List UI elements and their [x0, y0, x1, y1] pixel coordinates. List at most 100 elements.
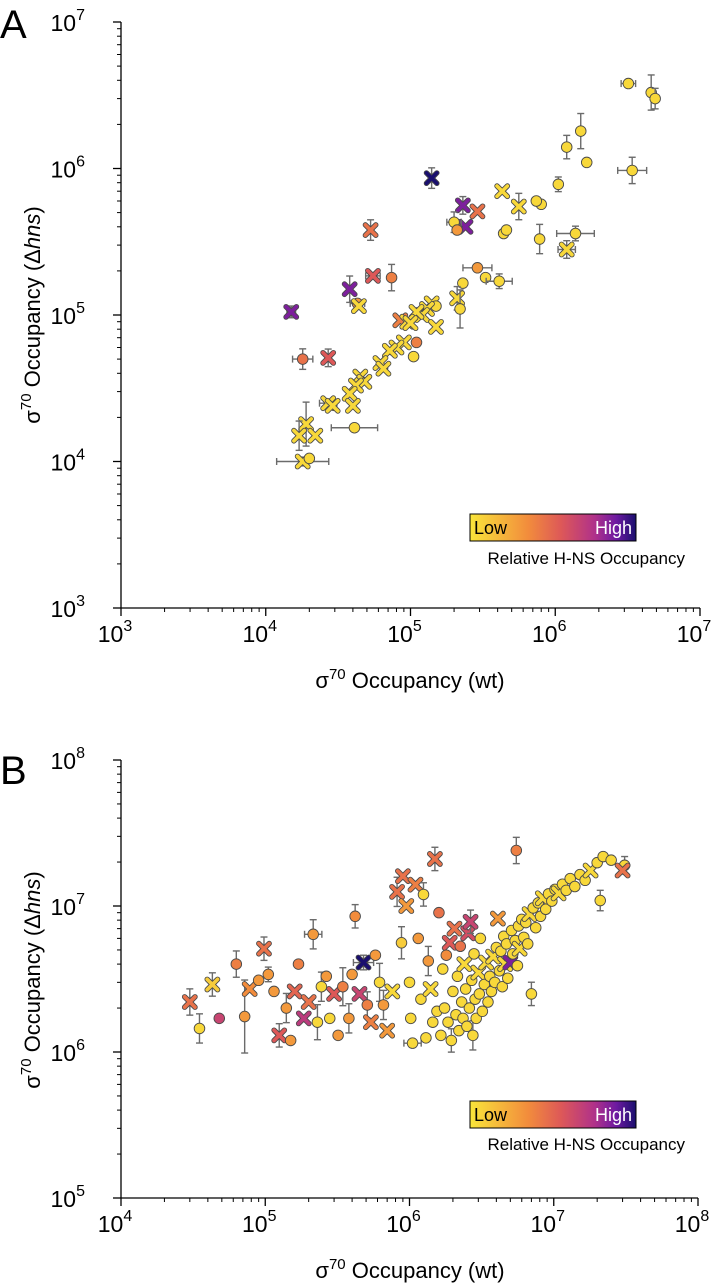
data-point — [403, 976, 416, 989]
data-point — [349, 903, 361, 929]
x-marker — [351, 299, 366, 314]
data-point — [410, 336, 423, 349]
panel-a-x-ticks: 103 104 105 106 107 — [98, 608, 711, 647]
circle-marker — [560, 141, 573, 153]
circle-marker — [463, 1002, 476, 1014]
x-tick-label: 104 — [98, 1208, 133, 1237]
circle-marker — [649, 92, 661, 105]
x-marker — [615, 863, 630, 878]
circle-marker — [468, 948, 480, 960]
circle-marker — [521, 938, 534, 950]
panel-b-colorbar-high: High — [595, 1105, 632, 1125]
x-tick-label: 103 — [98, 618, 133, 647]
data-point — [502, 972, 514, 984]
data-point — [525, 981, 538, 1007]
data-point — [438, 1002, 451, 1014]
circle-marker — [459, 983, 472, 995]
circle-marker — [303, 452, 316, 465]
circle-marker — [457, 277, 469, 289]
circle-marker — [348, 421, 361, 434]
circle-marker — [252, 974, 265, 987]
circle-marker — [455, 996, 468, 1008]
circle-marker — [404, 1012, 417, 1025]
x-marker — [395, 869, 410, 884]
circle-marker — [315, 980, 328, 993]
data-point — [461, 1020, 473, 1033]
circle-marker — [539, 903, 552, 916]
x-marker — [380, 1023, 395, 1038]
data-point — [510, 836, 523, 865]
data-point — [485, 273, 513, 290]
circle-marker — [230, 958, 243, 970]
circle-marker — [307, 928, 319, 941]
data-point — [482, 996, 494, 1008]
data-point — [379, 1022, 396, 1039]
x-marker — [495, 184, 510, 199]
data-point — [469, 203, 486, 220]
x-marker — [321, 350, 336, 365]
data-point — [275, 453, 330, 470]
data-point — [181, 988, 198, 1016]
circle-marker — [454, 940, 467, 953]
x-marker — [382, 343, 397, 358]
data-point — [427, 1016, 439, 1028]
data-point — [557, 240, 577, 259]
data-point — [298, 401, 314, 447]
panel-b-x-axis-label: σ70 Occupancy (wt) — [315, 1256, 504, 1283]
circle-marker — [385, 271, 398, 284]
data-point — [404, 1012, 417, 1025]
x-tick-label: 105 — [242, 1208, 277, 1237]
circle-marker — [445, 1034, 458, 1047]
panel-a-letter: A — [0, 3, 27, 47]
x-marker — [559, 242, 574, 257]
data-point — [377, 989, 390, 1021]
circle-marker — [410, 336, 423, 349]
circle-marker — [284, 1034, 297, 1047]
data-point — [337, 967, 349, 1007]
panel-a-points — [275, 74, 661, 470]
circle-marker — [500, 224, 513, 236]
data-point — [291, 348, 314, 371]
data-point — [489, 910, 506, 927]
data-point — [580, 156, 593, 169]
circle-marker — [406, 1037, 419, 1049]
x-marker — [365, 268, 380, 283]
circle-marker — [451, 224, 463, 236]
circle-marker — [496, 980, 509, 993]
x-tick-label: 105 — [387, 618, 422, 647]
data-point — [620, 77, 637, 90]
x-marker — [390, 884, 405, 899]
data-point — [468, 948, 480, 960]
data-point — [415, 993, 427, 1005]
data-point — [346, 968, 358, 981]
y-tick-label: 103 — [51, 593, 86, 622]
x-marker — [511, 199, 526, 214]
x-marker — [242, 982, 257, 997]
data-point — [307, 427, 324, 444]
y-tick-label: 105 — [51, 1183, 86, 1212]
x-marker — [490, 911, 505, 926]
panel-b-letter: B — [0, 749, 27, 793]
data-point — [256, 936, 272, 962]
x-marker — [385, 984, 400, 999]
circle-marker — [510, 844, 523, 857]
data-point — [268, 985, 280, 998]
circle-marker — [442, 1016, 454, 1028]
data-point — [286, 983, 303, 1000]
x-marker — [342, 386, 357, 401]
panel-a-colorbar — [469, 513, 637, 542]
data-point — [428, 318, 444, 335]
x-marker — [296, 1011, 311, 1026]
circle-marker — [369, 949, 382, 961]
panel-b-legend-caption: Relative H-NS Occupancy — [488, 1135, 686, 1154]
circle-marker — [324, 1012, 336, 1025]
circle-marker — [296, 353, 309, 365]
x-tick-label: 104 — [243, 618, 278, 647]
data-point — [605, 854, 617, 866]
data-point — [614, 862, 631, 879]
panel-a-colorbar-high: High — [595, 518, 632, 538]
data-point — [500, 224, 513, 236]
circle-marker — [552, 178, 565, 191]
data-point — [284, 1034, 297, 1047]
circle-marker — [473, 988, 486, 1000]
